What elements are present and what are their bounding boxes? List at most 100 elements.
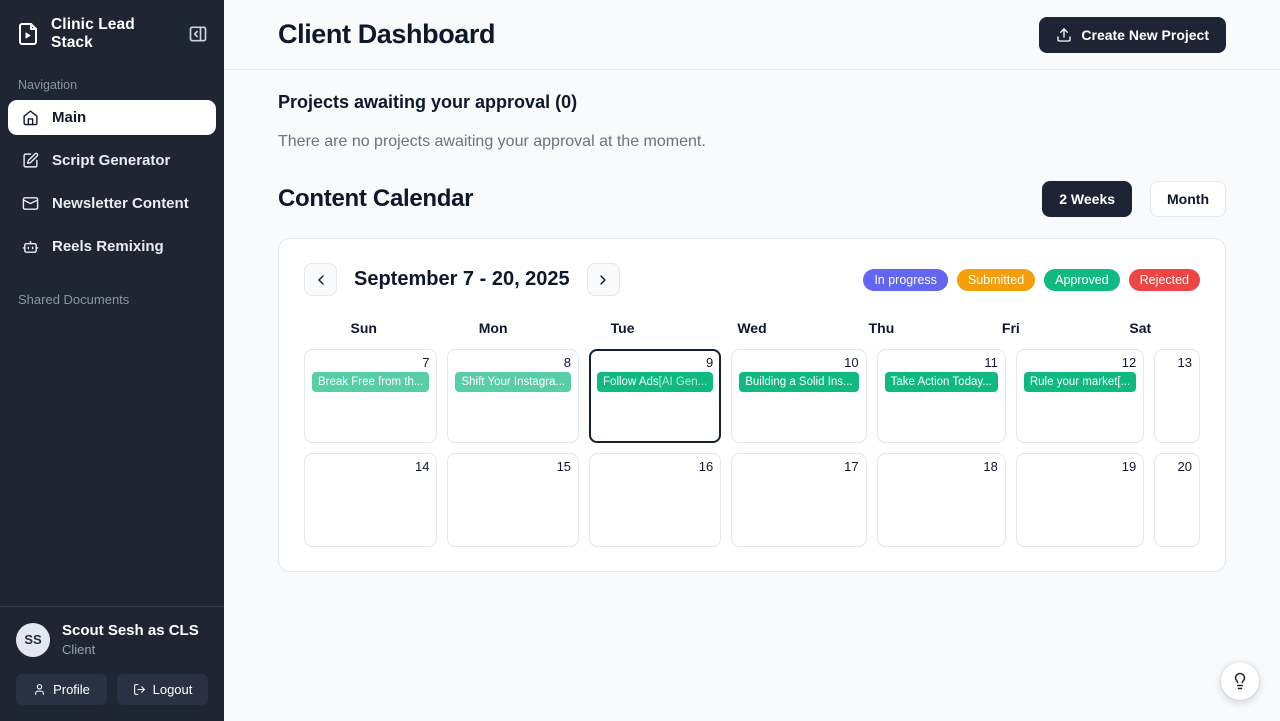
content-calendar-heading: Content Calendar <box>278 185 474 212</box>
day-header-sat: Sat <box>1129 320 1152 336</box>
calendar-day-cell-today[interactable]: 9 Follow Ads[AI Gen... <box>589 349 722 443</box>
user-role: Client <box>62 642 96 657</box>
create-new-project-label: Create New Project <box>1081 26 1209 43</box>
day-header-sun: Sun <box>350 320 377 336</box>
legend-rejected-badge: Rejected <box>1128 268 1200 291</box>
two-weeks-toggle-button[interactable]: 2 Weeks <box>1042 181 1133 217</box>
calendar-day-cell[interactable]: 15 <box>447 453 580 547</box>
event-title: Follow Ads <box>603 376 659 388</box>
day-header-mon: Mon <box>478 320 508 336</box>
sidebar-item-reels-remixing[interactable]: Reels Remixing <box>8 229 216 264</box>
calendar-event[interactable]: Break Free from th... <box>312 372 430 392</box>
app-title: Clinic Lead Stack <box>51 16 135 51</box>
day-number: 19 <box>1121 459 1137 474</box>
calendar-grid: 7 Break Free from th... 8 Shift Your Ins… <box>304 349 1200 547</box>
calendar-day-cell[interactable]: 16 <box>589 453 722 547</box>
sidebar-item-label: Main <box>52 109 87 126</box>
sidebar-item-label: Reels Remixing <box>52 238 164 255</box>
approval-heading: Projects awaiting your approval (0) <box>278 92 578 112</box>
sidebar-collapse-button[interactable] <box>186 22 210 46</box>
logout-button[interactable]: Logout <box>117 674 208 705</box>
calendar-day-cell[interactable]: 19 <box>1015 453 1145 547</box>
next-period-button[interactable] <box>586 263 620 296</box>
calendar-event[interactable]: Take Action Today... <box>884 372 998 392</box>
sidebar-footer: SS Scout Sesh as CLS Client Profile <box>0 606 224 721</box>
day-number: 9 <box>705 355 714 370</box>
calendar-day-cell[interactable]: 18 <box>876 453 1006 547</box>
legend-in-progress-badge: In progress <box>863 268 948 291</box>
day-number: 14 <box>414 459 430 474</box>
day-number: 11 <box>984 355 998 370</box>
day-number: 8 <box>563 355 572 370</box>
logout-button-label: Logout <box>152 682 193 697</box>
day-number: 20 <box>1177 459 1192 474</box>
day-header-fri: Fri <box>1001 320 1020 336</box>
event-title: Break Free from th... <box>318 376 424 388</box>
panel-collapse-icon <box>188 24 208 44</box>
day-header-wed: Wed <box>737 320 767 336</box>
status-legend: In progress Submitted Approved Rejected <box>863 268 1200 291</box>
logout-icon <box>133 683 146 696</box>
sidebar-nav: Main Script Generator Newsletter Content <box>0 100 224 264</box>
day-number: 7 <box>422 355 430 370</box>
edit-icon <box>22 152 39 169</box>
avatar: SS <box>16 622 50 657</box>
calendar-day-cell[interactable]: 7 Break Free from th... <box>304 349 438 443</box>
day-number: 16 <box>698 459 714 474</box>
event-title: Take Action Today... <box>890 376 992 388</box>
day-number: 10 <box>844 355 859 370</box>
user-info: SS Scout Sesh as CLS Client <box>16 622 208 657</box>
mail-icon <box>22 195 39 212</box>
event-title: Rule your market[... <box>1029 376 1131 388</box>
help-button[interactable] <box>1221 662 1259 700</box>
calendar-day-cell[interactable]: 8 Shift Your Instagra... <box>447 349 580 443</box>
calendar-day-cell[interactable]: 20 <box>1154 453 1200 547</box>
legend-approved-badge: Approved <box>1044 268 1120 291</box>
app-logo-file-video-icon <box>16 22 40 46</box>
day-number: 13 <box>1177 355 1192 370</box>
calendar-card: September 7 - 20, 2025 In progress Submi… <box>278 238 1226 572</box>
calendar-event[interactable]: Rule your market[... <box>1023 372 1137 392</box>
day-number: 18 <box>983 459 998 474</box>
calendar-day-cell[interactable]: 14 <box>304 453 438 547</box>
calendar-view-toggle: 2 Weeks Month <box>1042 181 1226 217</box>
nav-section-label: Navigation <box>18 78 78 92</box>
calendar-day-cell[interactable]: 12 Rule your market[... <box>1015 349 1145 443</box>
event-title: Shift Your Instagra... <box>461 376 566 388</box>
calendar-event[interactable]: Follow Ads[AI Gen... <box>597 372 714 392</box>
page-title: Client Dashboard <box>278 19 496 49</box>
page-header: Client Dashboard Create New Project <box>224 0 1280 70</box>
calendar-day-cell[interactable]: 10 Building a Solid Ins... <box>731 349 867 443</box>
main-content: Client Dashboard Create New Project Proj… <box>224 0 1280 721</box>
sidebar: Clinic Lead Stack Navigation Main <box>0 0 224 721</box>
chevron-right-icon <box>595 272 611 288</box>
bot-icon <box>22 238 39 255</box>
calendar-day-cell[interactable]: 13 <box>1154 349 1200 443</box>
previous-period-button[interactable] <box>304 263 337 296</box>
profile-button-label: Profile <box>53 682 90 697</box>
lightbulb-icon <box>1231 672 1249 690</box>
sidebar-header: Clinic Lead Stack <box>0 0 224 66</box>
event-title-suffix: [AI Gen... <box>658 376 708 388</box>
calendar-day-cell[interactable]: 11 Take Action Today... <box>876 349 1006 443</box>
calendar-event[interactable]: Building a Solid Ins... <box>739 372 859 392</box>
dashboard-body: Projects awaiting your approval (0) Ther… <box>224 70 1280 572</box>
sidebar-item-newsletter-content[interactable]: Newsletter Content <box>8 186 216 221</box>
calendar-range-label: September 7 - 20, 2025 <box>354 268 570 290</box>
create-new-project-button[interactable]: Create New Project <box>1039 16 1226 53</box>
sidebar-item-label: Newsletter Content <box>52 195 189 212</box>
profile-button[interactable]: Profile <box>16 674 107 705</box>
day-number: 12 <box>1121 355 1137 370</box>
sidebar-item-script-generator[interactable]: Script Generator <box>8 143 216 178</box>
home-icon <box>22 109 39 126</box>
approval-empty-message: There are no projects awaiting your appr… <box>278 133 706 150</box>
sidebar-item-label: Script Generator <box>52 152 171 169</box>
day-number: 15 <box>556 459 572 474</box>
month-toggle-button[interactable]: Month <box>1150 181 1226 217</box>
calendar-day-cell[interactable]: 17 <box>731 453 867 547</box>
sidebar-item-main[interactable]: Main <box>8 100 216 135</box>
day-header-tue: Tue <box>610 320 635 336</box>
legend-submitted-badge: Submitted <box>956 268 1036 291</box>
upload-icon <box>1056 27 1072 43</box>
calendar-event[interactable]: Shift Your Instagra... <box>455 372 572 392</box>
